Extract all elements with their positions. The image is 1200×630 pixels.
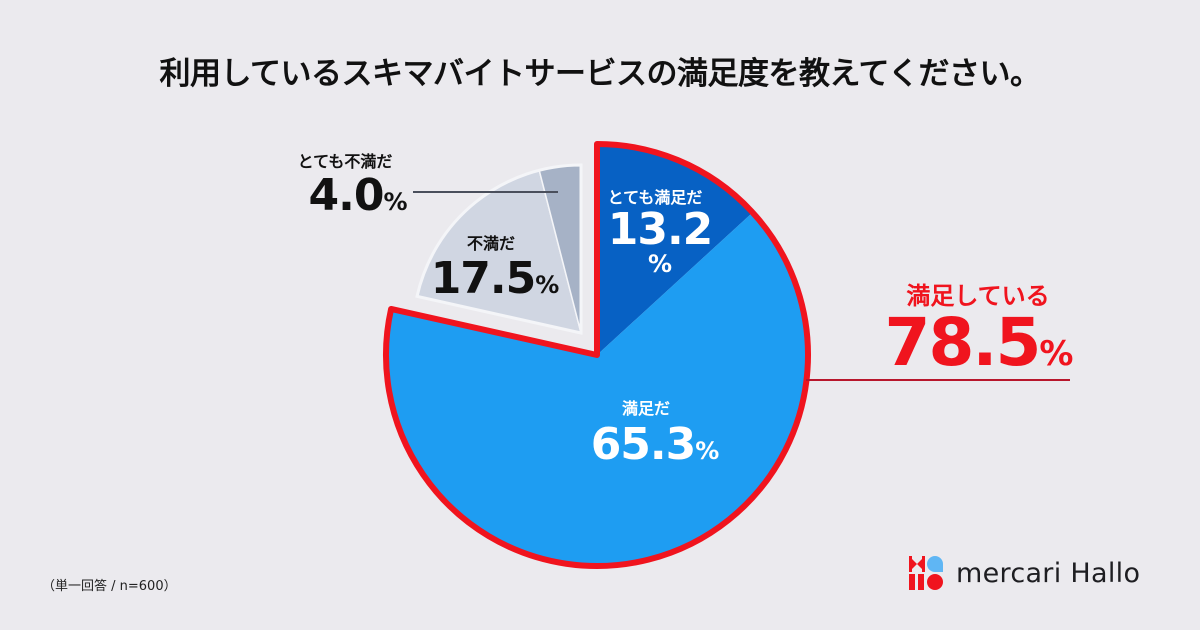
- label-dissatisfied-name: 不満だ: [466, 234, 516, 253]
- value-number: 78.5: [884, 304, 1042, 381]
- slice-very-satisfied: [597, 144, 753, 355]
- value-number: 65.3: [590, 419, 697, 470]
- label-very-dissatisfied-name: とても不満だ: [297, 152, 393, 171]
- percent-sign: %: [535, 271, 560, 299]
- satisfied-outline: [383, 141, 811, 569]
- label-satisfied-value: 65.3%: [591, 423, 720, 467]
- dissatisfied-frame: [415, 163, 583, 335]
- percent-sign: %: [383, 188, 408, 216]
- label-very-satisfied-value: 13.2: [607, 204, 714, 255]
- label-satisfied-name: 満足だ: [621, 399, 671, 418]
- percent-sign: %: [695, 437, 720, 465]
- leader-line-very-dissatisfied: [413, 191, 558, 193]
- logo-text: mercari Hallo: [956, 557, 1141, 589]
- label-very-dissatisfied-value: 4.0%: [309, 174, 408, 218]
- value-number: 17.5: [430, 253, 537, 304]
- sample-footnote: （単一回答 / n=600）: [42, 579, 177, 594]
- label-dissatisfied-value: 17.5%: [431, 257, 560, 301]
- value-number: 4.0: [308, 170, 385, 221]
- label-total-satisfied-value: 78.5%: [885, 310, 1074, 376]
- percent-sign: %: [1039, 334, 1074, 374]
- dissatisfied-slices: [415, 163, 583, 335]
- chart-title: 利用しているスキマバイトサービスの満足度を教えてください。: [159, 56, 1041, 92]
- label-very-satisfied-name: とても満足だ: [607, 188, 703, 207]
- label-total-satisfied-name: 満足している: [906, 282, 1050, 310]
- mercari-hallo-logo: mercari Hallo: [908, 555, 1140, 591]
- slice-satisfied: [386, 212, 809, 567]
- total-satisfied-underline: [806, 379, 1070, 381]
- mercari-hallo-logo-icon: [909, 556, 943, 590]
- label-very-satisfied-pct: %: [647, 250, 673, 278]
- satisfied-slices: [386, 144, 809, 567]
